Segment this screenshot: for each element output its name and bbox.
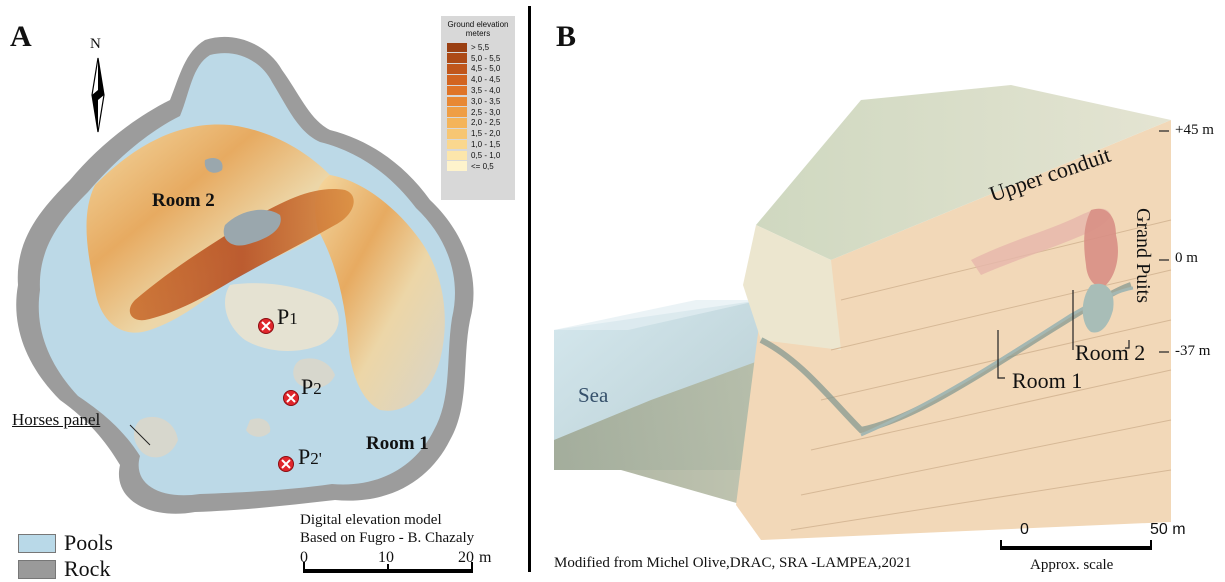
relief-east [315,175,445,411]
horses-panel-label: Horses panel [12,410,101,429]
elevation-swatch [447,139,467,150]
room-leaders [997,290,1130,379]
room2-label: Room 2 [152,190,215,211]
credit-text: Modified from Michel Olive,DRAC, SRA -LA… [554,555,912,571]
elevation-swatch [447,161,467,171]
elevation-swatch [447,53,467,63]
elevation-class-label: 3,5 - 4,0 [471,86,501,96]
legend-item-pools: Pools [18,530,113,556]
sea-top [554,300,761,330]
relief-room2 [86,124,341,333]
panel-b-letter: B [556,20,577,53]
point-label-p1: P1 [277,304,298,329]
elevation-legend-item: 3,5 - 4,0 [447,85,515,96]
elevation-class-label: 5,0 - 5,5 [471,53,501,63]
point-label-p2prime: P2' [298,444,322,469]
room2-section-label: Room 2 [1075,340,1146,365]
elevation-class-label: 2,5 - 3,0 [471,107,501,117]
elevation-ticks [1159,130,1169,353]
scalebar-a-labels: 0 10 20 m [296,549,496,569]
legend-item-rock: Rock [18,556,113,582]
elevation-class-label: 4,0 - 4,5 [471,75,501,85]
elevation-legend-item: <= 0,5 [447,161,515,172]
cave-map [16,36,474,573]
elevation-legend-classes: > 5,5 5,0 - 5,5 4,5 - 5,0 4,0 - 4,5 3,5 - 4,… [447,42,515,172]
elevation-class-label: > 5,5 [471,42,490,52]
scale-tick-10: 10 [378,549,394,566]
elevation-class-label: 0,5 - 1,0 [471,150,501,160]
upper-conduit [971,208,1111,275]
elevation-swatch [447,96,467,107]
scalebar-b [1000,540,1152,550]
elevation-class-label: 1,5 - 2,0 [471,129,501,139]
elevation-legend-title: Ground elevation meters [447,20,509,38]
north-label: N [90,36,101,52]
approx-scale-caption: Approx. scale [1030,557,1114,573]
elevation-legend-item: 2,0 - 2,5 [447,118,515,129]
point-marker-icon-p1 [258,318,274,334]
elevation-class-label: <= 0,5 [471,161,494,171]
elevation-legend-item: 4,5 - 5,0 [447,64,515,75]
elevation-legend: Ground elevation meters > 5,5 5,0 - 5,5 4,… [441,16,515,200]
north-arrow-icon [91,57,105,133]
elevation-swatch [447,64,467,74]
panel-divider [528,6,531,572]
elevation-legend-item: 1,5 - 2,0 [447,128,515,139]
grand-puits-label: Grand Puits [1132,208,1154,303]
elevation-legend-item: > 5,5 [447,42,515,53]
relief-islets [134,358,335,458]
elevation-swatch [447,128,467,139]
grand-puits-shaft [1084,208,1118,287]
inner-pool [223,209,281,246]
scale-b-tick-0: 0 [1020,521,1029,538]
elevation-swatch [447,107,467,117]
bedding-lines [790,219,1172,531]
elevation-legend-item: 3,0 - 3,5 [447,96,515,107]
elevation-swatch [447,42,467,53]
scale-unit: m [479,549,492,566]
point-label-p2: P2 [301,374,322,399]
elevation-swatch [447,150,467,161]
elevation-legend-item: 4,0 - 4,5 [447,74,515,85]
room1-label: Room 1 [366,433,429,454]
elevation-label-zero: 0 m [1175,250,1198,266]
cross-section-block [554,85,1172,550]
panel-a-letter: A [10,20,32,53]
seabed [554,360,796,510]
scalebar-b-labels: 0 50 m [1020,521,1220,541]
point-marker-icon-p2 [283,390,299,406]
sea-label: Sea [578,383,609,407]
cave-floor [860,286,1134,437]
room1-section-label: Room 1 [1012,368,1083,393]
scale-tick-20: 20 [458,549,474,566]
point-marker-icon-p2prime [278,456,294,472]
elevation-legend-item: 1,0 - 1,5 [447,139,515,150]
elevation-legend-item: 2,5 - 3,0 [447,107,515,118]
scalebar-a [303,562,473,573]
elevation-swatch [447,74,467,85]
elevation-legend-item: 5,0 - 5,5 [447,53,515,64]
relief-south [225,283,339,352]
elevation-swatch [447,85,467,96]
elevation-class-label: 4,5 - 5,0 [471,64,501,74]
inner-pool-2 [204,158,223,173]
elevation-class-label: 2,0 - 2,5 [471,118,501,128]
elevation-swatch [447,118,467,128]
dem-caption: Digital elevation model Based on Fugro -… [300,512,475,546]
elevation-label-bottom: -37 m [1175,343,1211,359]
horses-panel-leader [129,424,151,446]
elevation-legend-item: 0,5 - 1,0 [447,150,515,161]
pools-swatch [18,533,56,553]
elevation-class-label: 3,0 - 3,5 [471,96,501,106]
scale-b-tick-50: 50 m [1150,521,1186,538]
elevation-class-label: 1,0 - 1,5 [471,140,501,150]
cliff-face [743,225,841,350]
rock-swatch [18,559,56,579]
elevation-label-top: +45 m [1175,122,1214,138]
room2-chamber [1082,283,1114,333]
map-legend: Pools Rock [18,530,113,582]
scale-tick-0: 0 [300,549,308,566]
block-top-face [756,85,1171,260]
relief-ridge [129,189,354,321]
